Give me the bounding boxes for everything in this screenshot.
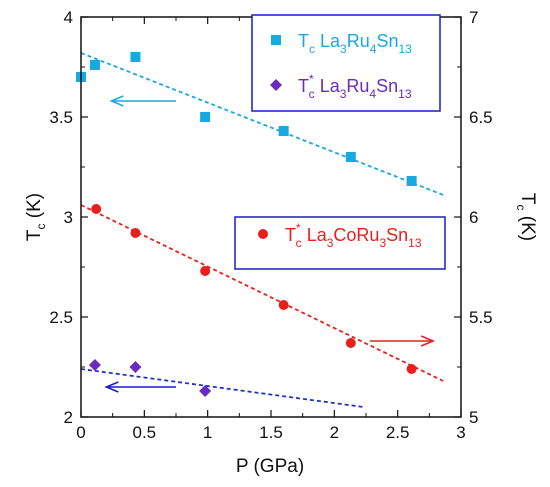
y-right-tick-label: 6.5 <box>469 108 493 127</box>
fit-line-1 <box>80 368 364 408</box>
arrow-head-1 <box>104 381 119 393</box>
y-axis-left-title: Tc (K) <box>24 193 48 241</box>
legend-marker <box>270 79 282 91</box>
data-point-circle <box>200 266 211 276</box>
x-tick-label: 1 <box>203 423 212 442</box>
y-left-tick-label: 2 <box>64 408 73 427</box>
y-right-tick-label: 7 <box>469 8 478 27</box>
data-point-circle <box>130 228 141 238</box>
data-point-diamond <box>88 359 101 371</box>
y-axis-right-title: Tc (K) <box>514 193 538 241</box>
legend-box-0 <box>251 14 441 112</box>
data-point-square <box>278 126 289 136</box>
legend-label: T* c La3Ru4Sn13 <box>298 72 412 101</box>
x-tick-label: 2 <box>330 423 339 442</box>
data-point-square <box>89 60 100 70</box>
data-point-circle <box>91 204 102 214</box>
data-point-circle <box>406 364 417 374</box>
x-axis-title: P (GPa) <box>236 456 304 477</box>
legend-label: T* c La3CoRu3Sn13 <box>285 221 422 250</box>
y-left-tick-label: 2.5 <box>49 308 73 327</box>
data-point-circle <box>278 300 289 310</box>
x-tick-label: 2.5 <box>386 423 410 442</box>
data-points <box>76 52 417 397</box>
legend-box-1 <box>234 216 446 270</box>
data-point-circle <box>345 338 356 348</box>
data-point-square <box>130 52 141 62</box>
x-tick-label: 3 <box>456 423 465 442</box>
legend-marker <box>258 229 268 239</box>
direction-arrows <box>104 95 436 393</box>
fit-line-0 <box>80 52 444 196</box>
x-tick-label: 1.5 <box>259 423 283 442</box>
x-tick-label: 0.5 <box>133 423 157 442</box>
y-left-tick-label: 3.5 <box>49 108 73 127</box>
legends: Tc La3Ru4Sn13 T* c La3Ru4Sn13 T* c La3CoRu3S… <box>234 14 446 270</box>
y-left-tick-label: 4 <box>64 8 73 27</box>
y-left-tick-label: 3 <box>64 208 73 227</box>
data-point-square <box>345 152 356 162</box>
y-right-tick-label: 6 <box>469 208 478 227</box>
data-point-square <box>406 176 417 186</box>
y-right-tick-label: 5.5 <box>469 308 493 327</box>
legend-label: Tc La3Ru4Sn13 <box>298 31 412 56</box>
data-point-diamond <box>199 385 212 397</box>
fit-lines <box>80 52 444 408</box>
data-point-diamond <box>129 361 142 373</box>
data-point-square <box>200 112 211 122</box>
x-tick-label: 0 <box>76 423 85 442</box>
arrow-head-2 <box>420 335 436 347</box>
y-right-tick-label: 5 <box>469 408 478 427</box>
arrow-head-0 <box>109 95 124 107</box>
legend-marker <box>271 35 281 45</box>
axes: 0 0.5 1 1.5 2 2.5 3 2 2.5 3 3.5 4 5 5.5 6 6.5 7 <box>49 8 492 442</box>
